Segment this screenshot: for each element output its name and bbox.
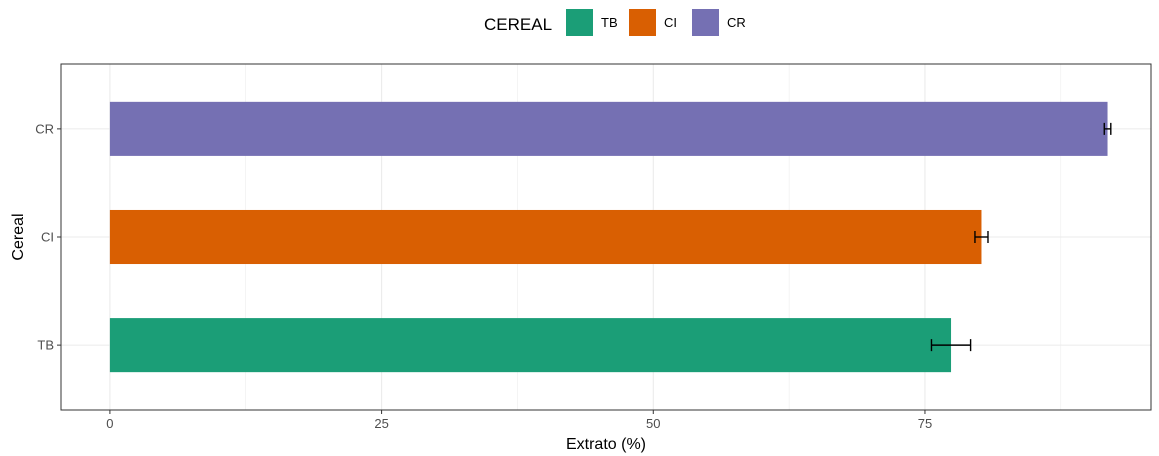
legend-swatch [692, 9, 719, 36]
y-tick-label: CR [35, 121, 54, 136]
error-bar-ci [974, 231, 989, 243]
legend-item-tb: TB [566, 9, 618, 36]
legend-label: TB [601, 15, 618, 30]
y-tick-label: CI [41, 230, 54, 245]
x-axis-title: Extrato (%) [566, 436, 646, 453]
x-tick-label: 50 [646, 416, 660, 431]
axis-ticks: 0 25 50 75 TB CI CR [35, 121, 932, 431]
legend-label: CR [727, 15, 746, 30]
legend-swatch [629, 9, 656, 36]
y-axis-title: Cereal [10, 213, 27, 260]
legend-label: CI [664, 15, 677, 30]
legend-title: CEREAL [484, 15, 552, 34]
legend-item-ci: CI [629, 9, 677, 36]
bar-ci [109, 209, 982, 265]
bars [109, 101, 1108, 373]
x-tick-label: 75 [918, 416, 932, 431]
legend-swatch [566, 9, 593, 36]
x-tick-label: 0 [106, 416, 113, 431]
legend: CEREAL TB CI CR [484, 9, 746, 36]
error-bars [930, 122, 1112, 352]
error-bar-cr [1103, 122, 1112, 135]
bar-tb [109, 318, 952, 373]
y-tick-label: TB [37, 338, 54, 353]
x-tick-label: 25 [374, 416, 388, 431]
error-bar-tb [930, 339, 972, 352]
legend-item-cr: CR [692, 9, 746, 36]
bar-cr [109, 101, 1108, 156]
